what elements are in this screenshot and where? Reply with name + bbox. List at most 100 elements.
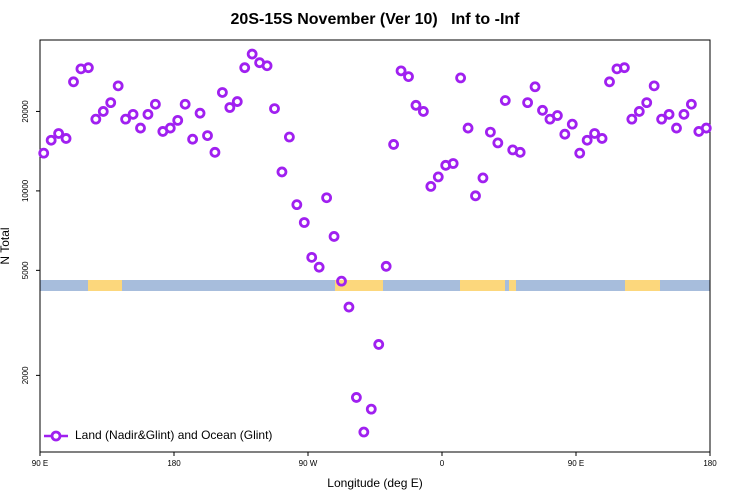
data-point — [633, 106, 645, 117]
x-tick-label: 180 — [703, 459, 717, 468]
land-segment — [625, 280, 660, 291]
data-point — [328, 231, 340, 242]
x-tick-label: 180 — [167, 459, 181, 468]
data-point — [537, 104, 548, 116]
data-point — [149, 98, 161, 110]
data-point — [336, 275, 347, 287]
data-point — [216, 87, 228, 98]
data-point — [700, 122, 712, 134]
data-point — [403, 71, 414, 83]
data-point — [358, 426, 370, 438]
data-point — [112, 80, 124, 92]
data-point — [209, 146, 221, 158]
data-point — [60, 133, 72, 144]
data-point — [82, 62, 94, 74]
data-point — [380, 260, 392, 272]
data-point — [410, 99, 422, 111]
data-point — [53, 128, 65, 139]
data-point — [246, 48, 258, 60]
y-axis-title: N Total — [0, 227, 12, 264]
data-point — [321, 192, 333, 204]
data-point — [462, 122, 474, 134]
y-tick-label: 10000 — [21, 179, 30, 202]
data-point — [685, 98, 697, 110]
data-point — [187, 133, 199, 145]
data-point — [45, 134, 57, 146]
land-segment — [335, 280, 383, 291]
data-point — [90, 113, 102, 125]
data-point — [663, 108, 675, 120]
data-point — [656, 113, 668, 125]
data-point — [127, 108, 139, 120]
data-point — [447, 158, 459, 169]
data-point — [179, 98, 191, 110]
data-point — [604, 76, 615, 88]
data-point — [529, 81, 541, 93]
data-point — [425, 180, 437, 192]
data-point — [120, 113, 132, 125]
data-point — [231, 96, 243, 107]
data-point — [574, 147, 586, 159]
data-point — [224, 102, 236, 113]
data-point — [269, 103, 280, 115]
x-axis-title: Longitude (deg E) — [327, 476, 422, 490]
data-point — [239, 62, 251, 74]
surface-band — [40, 280, 710, 291]
data-point — [618, 62, 630, 74]
data-point — [432, 171, 444, 183]
data-point — [484, 126, 496, 138]
data-point — [648, 80, 660, 92]
data-point — [626, 113, 638, 125]
x-tick-label: 90 E — [32, 459, 48, 468]
data-point — [261, 60, 273, 72]
data-point — [551, 110, 563, 121]
data-point — [350, 392, 362, 403]
data-point — [105, 97, 117, 109]
data-point — [559, 128, 571, 140]
data-point — [581, 134, 593, 146]
data-point — [671, 122, 682, 134]
y-tick-label: 20000 — [21, 100, 30, 123]
data-point — [97, 106, 109, 117]
land-segment — [509, 280, 516, 291]
data-point — [522, 97, 534, 109]
y-tick-label: 5000 — [21, 261, 30, 279]
y-tick-label: 2000 — [21, 366, 30, 384]
data-point — [566, 118, 578, 130]
data-point — [164, 122, 176, 134]
data-point — [135, 122, 146, 134]
data-point — [142, 108, 154, 120]
chart-title: 20S-15S November (Ver 10) Inf to -Inf — [231, 11, 521, 28]
x-tick-label: 0 — [440, 459, 445, 468]
land-segment — [88, 280, 122, 291]
data-point — [455, 72, 467, 84]
data-point — [492, 137, 504, 149]
data-point — [395, 65, 407, 77]
data-point — [202, 130, 213, 141]
data-point — [388, 139, 400, 150]
data-point — [641, 97, 653, 109]
data-point — [365, 403, 377, 415]
data-point — [313, 261, 325, 273]
land-segment — [460, 280, 505, 291]
data-point — [678, 108, 690, 120]
data-point — [306, 251, 318, 263]
plot-frame — [39, 39, 711, 453]
legend-marker — [50, 430, 62, 442]
data-point — [596, 133, 608, 144]
data-point — [417, 106, 429, 117]
x-tick-label: 90 W — [299, 459, 318, 468]
data-point — [499, 95, 511, 106]
data-point — [470, 190, 481, 202]
data-point — [291, 199, 303, 211]
legend-label: Land (Nadir&Glint) and Ocean (Glint) — [75, 428, 272, 442]
data-point — [283, 131, 295, 143]
x-tick-label: 90 E — [568, 459, 584, 468]
data-point — [276, 166, 288, 178]
data-point — [172, 114, 184, 126]
data-point — [589, 128, 601, 139]
data-point — [343, 301, 355, 313]
data-point — [68, 76, 79, 88]
data-point — [373, 339, 385, 350]
